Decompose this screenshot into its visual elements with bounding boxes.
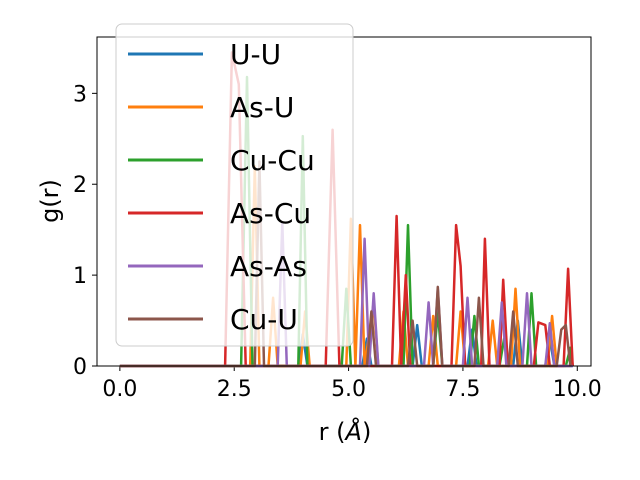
legend-label-cu-cu: Cu-Cu bbox=[230, 144, 315, 177]
legend-label-u-u: U-U bbox=[230, 38, 281, 71]
legend-label-as-u: As-U bbox=[230, 91, 294, 124]
x-axis-label: r (Å) bbox=[319, 417, 372, 446]
x-tick-label: 5.0 bbox=[331, 377, 366, 402]
y-tick-label: 2 bbox=[73, 173, 87, 198]
x-axis-label-close: ) bbox=[362, 418, 371, 446]
legend: U-U As-U Cu-Cu As-Cu As-As Cu-U bbox=[115, 23, 354, 347]
x-tick-label: 2.5 bbox=[217, 377, 252, 402]
svg-text:r (Å): r (Å) bbox=[319, 417, 372, 446]
y-tick-label: 3 bbox=[73, 82, 87, 107]
y-tick-label: 1 bbox=[73, 264, 87, 289]
x-tick-label: 10.0 bbox=[553, 377, 602, 402]
legend-box bbox=[115, 23, 354, 347]
legend-label-cu-u: Cu-U bbox=[230, 303, 298, 336]
x-tick-label: 0.0 bbox=[102, 377, 137, 402]
ticks: 0.0 2.5 5.0 7.5 10.0 0 1 2 3 bbox=[73, 82, 602, 402]
x-tick-label: 7.5 bbox=[445, 377, 480, 402]
x-axis-label-main: r ( bbox=[319, 418, 346, 446]
legend-label-as-as: As-As bbox=[230, 250, 307, 283]
legend-label-as-cu: As-Cu bbox=[230, 197, 311, 230]
x-axis-label-unit: Å bbox=[344, 417, 362, 446]
y-tick-label: 0 bbox=[73, 355, 87, 380]
y-axis-label: g(r) bbox=[36, 179, 64, 223]
